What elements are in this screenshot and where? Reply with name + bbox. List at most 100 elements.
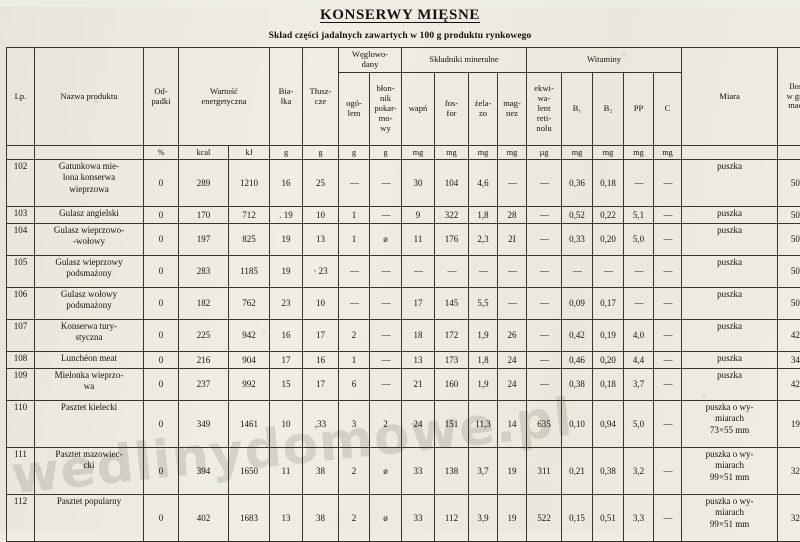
cell-b1: 0,10: [562, 401, 593, 448]
cell-bial: 19: [270, 256, 303, 288]
cell-bial: . 19: [270, 207, 303, 224]
cell-fos: —: [435, 256, 469, 288]
cell-kj: 1210: [229, 160, 270, 207]
header-wartosc-energetyczna: Wartość energetyczna: [179, 48, 270, 146]
cell-name: Pasztet popularny: [35, 495, 144, 542]
cell-fos: 160: [435, 369, 469, 401]
header-ilosc: Ilość w gra- mach: [778, 48, 800, 146]
unit-magnez: mg: [498, 146, 527, 160]
cell-c: —: [654, 448, 682, 495]
header-ekwiwalent-retinolu: ekwi- wa- lent reti- nolu: [527, 73, 562, 146]
cell-ekw: —: [527, 256, 562, 288]
unit-fosfor: mg: [435, 146, 469, 160]
cell-pp: 5,0: [624, 401, 654, 448]
cell-kj: 942: [229, 320, 270, 352]
cell-mag: —: [498, 256, 527, 288]
cell-mag: 28: [498, 207, 527, 224]
page-title: KONSERWY MIĘSNE: [6, 7, 794, 24]
cell-b2: 0,19: [593, 320, 624, 352]
cell-kcal: 402: [179, 495, 229, 542]
cell-kcal: 394: [179, 448, 229, 495]
cell-ekw: 311: [527, 448, 562, 495]
cell-name: Gulasz wieprzowy podsmażony: [35, 256, 144, 288]
unit-odpadki: %: [144, 146, 179, 160]
cell-fos: 138: [435, 448, 469, 495]
cell-kj: 992: [229, 369, 270, 401]
cell-mag: 24: [498, 369, 527, 401]
cell-c: —: [654, 256, 682, 288]
cell-mag: 14: [498, 401, 527, 448]
cell-blon: —: [370, 288, 402, 320]
cell-zel: 5,5: [469, 288, 498, 320]
cell-b1: 0,33: [562, 224, 593, 256]
cell-b2: 0,22: [593, 207, 624, 224]
cell-miara: puszka: [682, 256, 778, 288]
cell-ogol: 1: [339, 352, 370, 369]
cell-lp: 111: [7, 448, 35, 495]
cell-ekw: —: [527, 352, 562, 369]
unit-kcal: kcal: [179, 146, 229, 160]
cell-lp: 109: [7, 369, 35, 401]
cell-b1: 0,21: [562, 448, 593, 495]
cell-ilosc: 500: [778, 160, 800, 207]
cell-b1: 0,42: [562, 320, 593, 352]
cell-kj: 904: [229, 352, 270, 369]
cell-wap: 11: [402, 224, 435, 256]
cell-tlu: ,33: [303, 401, 339, 448]
cell-zel: 11,3: [469, 401, 498, 448]
cell-mag: 24: [498, 352, 527, 369]
cell-b2: 0,20: [593, 224, 624, 256]
cell-odp: 0: [144, 369, 179, 401]
cell-fos: 322: [435, 207, 469, 224]
cell-name: Pasztet mazowiec- cki: [35, 448, 144, 495]
cell-miara: puszka: [682, 288, 778, 320]
cell-kj: 1683: [229, 495, 270, 542]
cell-blon: 2: [370, 401, 402, 448]
cell-fos: 172: [435, 320, 469, 352]
header-blonnik: błon- nik pokar- mo- wy: [370, 73, 402, 146]
cell-blon: ø: [370, 224, 402, 256]
cell-kj: 825: [229, 224, 270, 256]
cell-mag: 2I: [498, 224, 527, 256]
cell-c: —: [654, 160, 682, 207]
cell-miara: puszka: [682, 352, 778, 369]
cell-bial: 16: [270, 320, 303, 352]
unit-bialka: g: [270, 146, 303, 160]
cell-ekw: —: [527, 288, 562, 320]
cell-kcal: 349: [179, 401, 229, 448]
cell-wap: 30: [402, 160, 435, 207]
cell-kcal: 225: [179, 320, 229, 352]
units-row: % kcal kJ g g g g mg mg mg mg µg mg mg m…: [7, 146, 800, 160]
cell-tlu: 10: [303, 207, 339, 224]
header-odpadki: Od- padki: [144, 48, 179, 146]
page-subtitle: Skład części jadalnych zawartych w 100 g…: [6, 31, 794, 41]
cell-ilosc: 500: [778, 288, 800, 320]
cell-miara: puszka: [682, 320, 778, 352]
cell-lp: 105: [7, 256, 35, 288]
cell-b2: —: [593, 256, 624, 288]
cell-zel: 1,8: [469, 207, 498, 224]
cell-ogol: 6: [339, 369, 370, 401]
cell-lp: 112: [7, 495, 35, 542]
cell-ogol: 1: [339, 207, 370, 224]
cell-ogol: 2: [339, 320, 370, 352]
cell-kcal: 289: [179, 160, 229, 207]
cell-b2: 0,38: [593, 448, 624, 495]
cell-name: Gulasz angielski: [35, 207, 144, 224]
cell-b2: 0,94: [593, 401, 624, 448]
cell-mag: 19: [498, 495, 527, 542]
cell-pp: 3,7: [624, 369, 654, 401]
cell-b2: 0,17: [593, 288, 624, 320]
cell-bial: 17: [270, 352, 303, 369]
cell-kj: 1185: [229, 256, 270, 288]
table-header: Lp. Nazwa produktu Od- padki Wartość ene…: [7, 48, 800, 160]
cell-odp: 0: [144, 320, 179, 352]
page-sheet: KONSERWY MIĘSNE Skład części jadalnych z…: [0, 7, 800, 542]
nutrition-table: Lp. Nazwa produktu Od- padki Wartość ene…: [6, 47, 800, 542]
cell-kj: 1461: [229, 401, 270, 448]
cell-kcal: 216: [179, 352, 229, 369]
cell-b1: 0,46: [562, 352, 593, 369]
